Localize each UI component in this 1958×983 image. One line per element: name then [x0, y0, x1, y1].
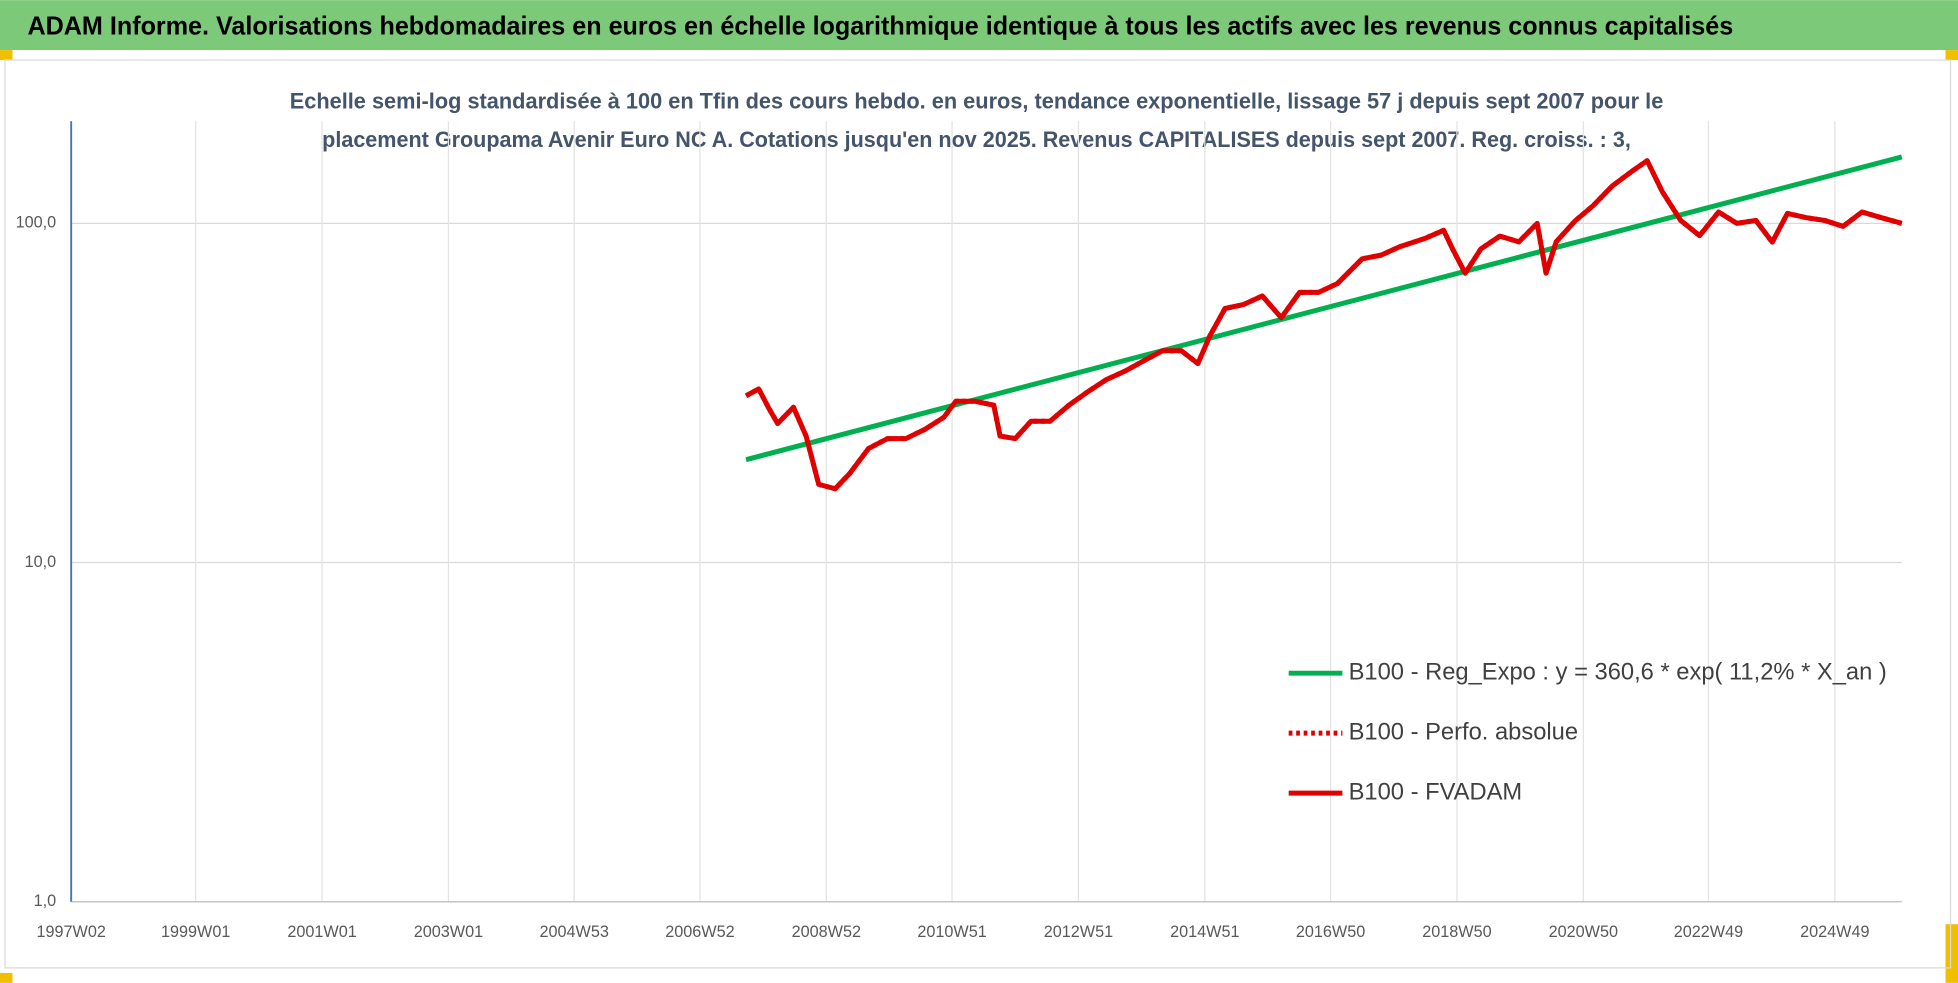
x-tick-label: 2018W50 [1422, 923, 1491, 941]
grid: 1,0 10,0 100,0 1997W02 1999W01 2001W01 2003W01… [16, 121, 1902, 941]
x-tick-label: 2003W01 [414, 923, 483, 941]
x-tick-label: 2012W51 [1044, 923, 1113, 941]
x-tick-label: 1997W02 [36, 923, 105, 941]
x-tick-label: 1999W01 [161, 923, 230, 941]
x-tick-label: 2010W51 [917, 923, 986, 941]
plot-area [744, 154, 1903, 492]
y-tick-label: 10,0 [25, 553, 57, 571]
chart-title: ADAM Informe. Valorisations hebdomadaire… [27, 11, 1733, 41]
corner [1945, 50, 1958, 61]
x-tick-label: 2014W51 [1170, 923, 1239, 941]
x-tick-label: 2024W49 [1800, 923, 1869, 941]
legend: B100 - Reg_Expo : y = 360,6 * exp( 11,2%… [1288, 659, 1887, 805]
chart-subtitle: placement Groupama Avenir Euro NC A. Cot… [322, 127, 1631, 152]
corner [1945, 924, 1958, 983]
x-tick-label: 2008W52 [792, 923, 861, 941]
x-tick-label: 2016W50 [1296, 923, 1365, 941]
corner [0, 972, 13, 983]
y-tick-label: 100,0 [16, 214, 57, 232]
y-tick-label: 1,0 [34, 892, 57, 910]
frame [4, 59, 1952, 969]
x-tick-label: 2004W53 [539, 923, 608, 941]
x-tick-label: 2001W01 [287, 923, 356, 941]
x-tick-label: 2006W52 [665, 923, 734, 941]
series-line [745, 154, 1903, 463]
legend-label: B100 - Reg_Expo : y = 360,6 * exp( 11,2%… [1349, 659, 1887, 685]
title-bar [0, 0, 1958, 51]
series-line [744, 158, 1903, 492]
x-tick-label: 2022W49 [1674, 923, 1743, 941]
corner [0, 50, 13, 61]
x-tick-label: 2020W50 [1549, 923, 1618, 941]
legend-label: B100 - Perfo. absolue [1349, 719, 1578, 745]
chart-subtitle: Echelle semi-log standardisée à 100 en T… [290, 88, 1664, 113]
legend-label: B100 - FVADAM [1349, 779, 1523, 805]
